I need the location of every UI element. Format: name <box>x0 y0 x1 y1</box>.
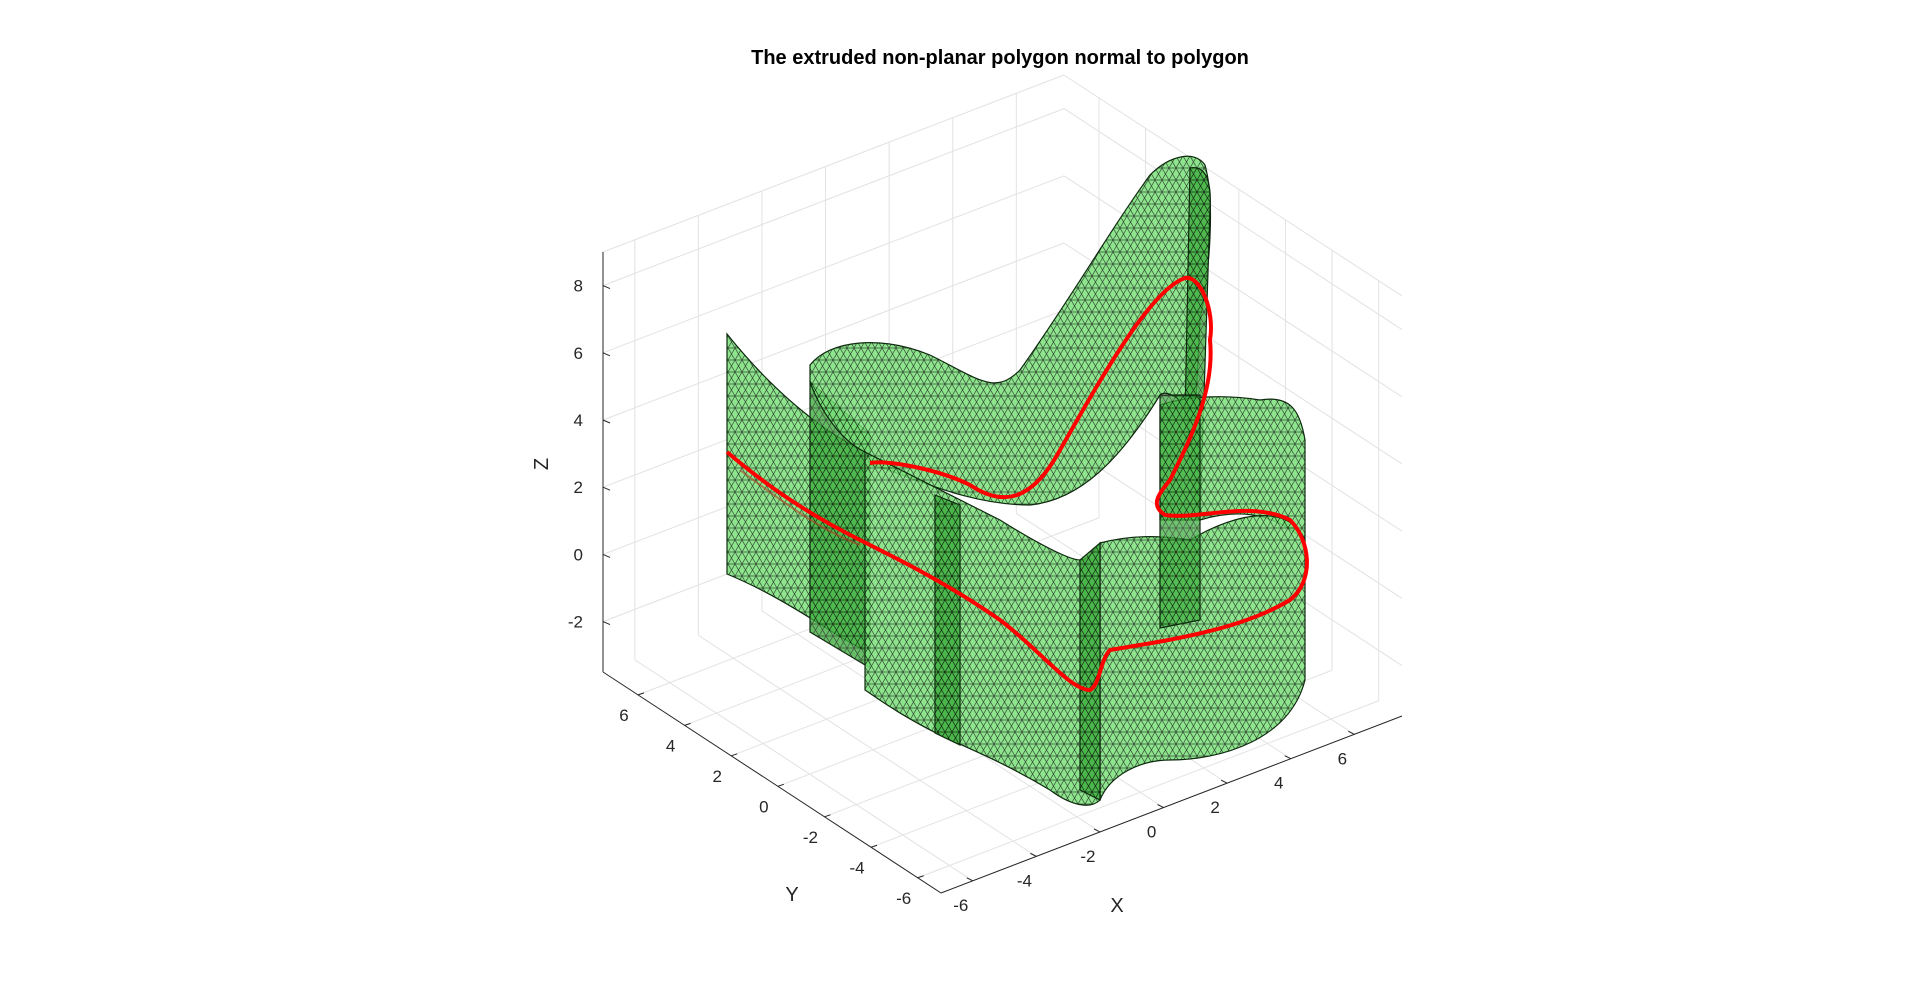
x-tick-label: -2 <box>1080 847 1095 866</box>
polygon-curve-hidden-part <box>739 469 861 546</box>
surface-panel-right-inner <box>1159 394 1201 629</box>
y-tick-label: -2 <box>803 828 818 847</box>
y-tick-label: 4 <box>666 736 675 755</box>
grid-line-floor-x <box>698 634 1037 857</box>
z-tick-mark <box>602 285 611 290</box>
z-tick-label: 8 <box>574 277 583 296</box>
grid-line-floor-y <box>917 700 1379 879</box>
grid-line-backwall-z <box>602 108 1065 287</box>
y-tick-mark <box>731 753 738 757</box>
z-tick-mark <box>602 352 611 357</box>
x-tick-label: -6 <box>953 896 968 915</box>
x-tick-mark <box>1284 755 1291 760</box>
x-axis-line <box>940 715 1403 894</box>
y-tick-label: -4 <box>850 858 865 877</box>
y-axis-line <box>602 671 942 894</box>
grid-line-backwall-z <box>602 175 1065 354</box>
x-tick-label: -4 <box>1017 871 1032 890</box>
y-tick-mark <box>637 692 645 696</box>
y-tick-label: 2 <box>712 767 721 786</box>
polygon-curve <box>725 275 1309 693</box>
y-tick-mark <box>917 875 924 879</box>
y-tick-mark <box>824 814 831 818</box>
z-tick-label: 4 <box>574 411 583 430</box>
x-tick-mark <box>1348 730 1355 735</box>
extruded-surface <box>726 155 1306 806</box>
box-edge-top-back <box>602 74 1065 253</box>
x-tick-label: 0 <box>1147 823 1156 842</box>
x-tick-mark <box>1030 852 1037 857</box>
x-tick-label: 4 <box>1274 774 1283 793</box>
grid-line-sidewall-z <box>1063 175 1403 398</box>
y-tick-label: -6 <box>896 889 911 908</box>
y-tick-label: 6 <box>619 706 628 725</box>
grid-line-sidewall-z <box>1063 108 1403 331</box>
z-tick-mark <box>602 486 611 491</box>
x-tick-label: 6 <box>1338 749 1347 768</box>
surface-panel-front-strip <box>1079 541 1101 801</box>
z-tick-label: 0 <box>574 545 583 564</box>
box-edge-top-side <box>1063 74 1403 297</box>
x-tick-mark <box>1093 828 1101 833</box>
surface-panel-front-band <box>934 494 961 746</box>
z-tick-mark <box>602 419 611 424</box>
z-tick-mark <box>602 621 611 626</box>
z-tick-label: -2 <box>568 613 583 632</box>
y-tick-mark <box>777 783 784 787</box>
z-tick-label: 2 <box>574 478 583 497</box>
x-tick-mark <box>1220 779 1228 784</box>
y-axis-label: Y <box>785 884 798 906</box>
tick-layer: -6 -4 -2 0 2 4 6 -6 -4 -2 0 2 4 6 -2 0 2 4 6 8 <box>568 252 1403 915</box>
x-tick-mark <box>1157 804 1164 808</box>
x-axis-label: X <box>1110 895 1123 917</box>
x-tick-label: 2 <box>1210 798 1219 817</box>
surface-panel-front <box>864 451 1101 806</box>
y-tick-label: 0 <box>759 797 768 816</box>
x-tick-mark <box>966 877 974 882</box>
z-tick-label: 6 <box>574 344 583 363</box>
z-tick-mark <box>602 553 611 558</box>
y-tick-mark <box>684 722 691 726</box>
z-axis-label: Z <box>531 458 553 470</box>
grid-line-backwall-z <box>602 242 1065 421</box>
grid-line-floor-x <box>634 659 974 882</box>
surface-panel-right-front <box>1099 515 1306 801</box>
y-tick-mark <box>870 844 878 848</box>
chart-title: The extruded non-planar polygon normal t… <box>751 47 1249 69</box>
